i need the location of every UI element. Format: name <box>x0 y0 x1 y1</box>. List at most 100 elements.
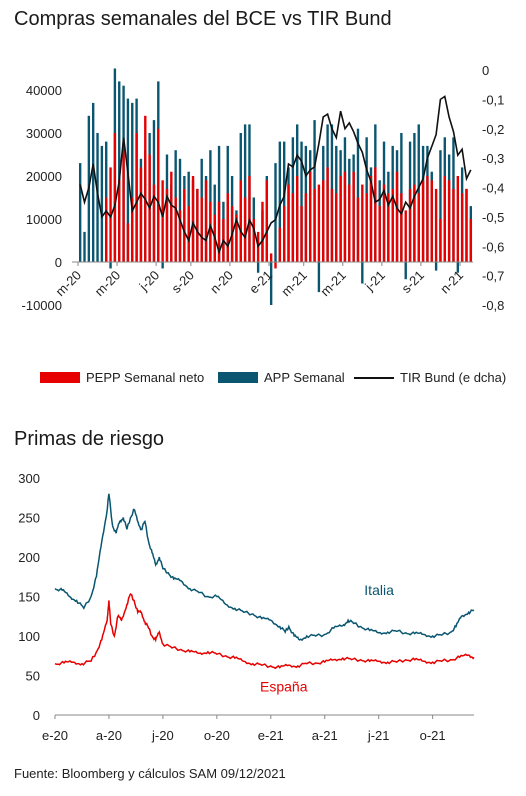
pepp-bar <box>217 201 221 262</box>
app-bar <box>109 262 112 269</box>
pepp-bar <box>239 180 242 262</box>
y-right-tick: -0,2 <box>482 122 504 137</box>
pepp-bar <box>326 167 329 262</box>
pepp-bar <box>426 176 429 262</box>
pepp-bar <box>452 188 455 262</box>
y-tick-2: 100 <box>18 629 40 644</box>
pepp-bar <box>430 180 433 262</box>
pepp-bar <box>447 180 451 262</box>
pepp-bar <box>417 193 420 262</box>
ecb-purchases-chart: 40000 30000 20000 10000 0 -10000 0 -0,1 -0,2 -0,3… <box>22 63 505 313</box>
pepp-bar <box>304 193 308 262</box>
y-tick-2: 50 <box>26 669 40 684</box>
pepp-bar <box>287 184 290 262</box>
pepp-bar <box>456 176 460 262</box>
app-bar <box>434 262 438 271</box>
pepp-bar <box>391 188 394 262</box>
pepp-bar <box>183 188 186 262</box>
pepp-bar <box>387 193 390 262</box>
bund-line <box>79 95 472 255</box>
pepp-bar <box>460 193 464 262</box>
pepp-bar <box>382 184 386 262</box>
pepp-bar <box>339 176 342 262</box>
pepp-bar <box>126 223 130 262</box>
pepp-bar <box>118 180 121 262</box>
y-left-tick: 10000 <box>26 212 62 227</box>
y-left-tick: -10000 <box>22 298 62 313</box>
y-tick-2: 150 <box>18 590 40 605</box>
app-bar <box>78 163 82 262</box>
pepp-bar <box>252 219 255 262</box>
pepp-bar <box>282 206 286 262</box>
pepp-bar <box>135 133 138 262</box>
pepp-bar <box>469 219 473 262</box>
legend-pepp: PEPP Semanal neto <box>40 370 204 385</box>
y-right-tick: -0,3 <box>482 151 504 166</box>
axes-layer-2: 300 250 200 150 100 50 0e-20 a-20 j-20 o-20 e-21 a-… <box>18 471 474 743</box>
pepp-bar <box>226 193 229 262</box>
x-tick-label-2: e-21 <box>258 728 284 743</box>
y-right-tick: -0,5 <box>482 210 504 225</box>
x-tick-label: m-20 <box>53 268 85 300</box>
app-bar <box>456 262 460 273</box>
pepp-bar <box>157 128 160 262</box>
pepp-bar <box>361 184 364 262</box>
legend-app: APP Semanal <box>218 370 345 385</box>
pepp-bar <box>200 197 203 262</box>
pepp-bar <box>235 214 238 262</box>
pepp-bar <box>369 176 373 262</box>
y-right-tick: -0,4 <box>482 181 504 196</box>
pepp-bar <box>356 197 360 262</box>
pepp-bar <box>139 167 143 262</box>
app-bar <box>91 102 95 263</box>
legend-app-label: APP Semanal <box>264 370 345 385</box>
legend-bund: TIR Bund (e dcha) <box>354 370 506 385</box>
y-tick-2: 250 <box>18 511 40 526</box>
pepp-bar <box>261 201 264 262</box>
pepp-bar <box>113 133 117 262</box>
pepp-bar <box>209 201 212 262</box>
app-bar <box>256 262 260 273</box>
y-right-tick: -0,8 <box>482 298 504 313</box>
pepp-bar <box>434 188 438 262</box>
chart2-title: Primas de riesgo <box>14 428 165 450</box>
pepp-bar <box>413 184 416 262</box>
app-bar <box>83 231 86 262</box>
pepp-bar <box>204 180 208 262</box>
app-bar <box>126 98 130 262</box>
y-right-tick: -0,1 <box>482 92 504 107</box>
pepp-bar <box>408 188 412 262</box>
pepp-bar <box>313 188 316 262</box>
app-bar <box>274 163 277 262</box>
espana-annotation: España <box>260 678 308 694</box>
app-bar <box>100 145 104 262</box>
bund-swatch <box>354 376 394 379</box>
x-tick-label-2: e-20 <box>42 728 68 743</box>
x-tick-label: s-20 <box>168 268 196 296</box>
x-tick-label: j-21 <box>361 268 388 295</box>
x-tick-label: n-20 <box>207 268 236 297</box>
x-tick-label: j-20 <box>136 268 163 295</box>
y-left-tick: 40000 <box>26 83 62 98</box>
x-tick-label-2: a-20 <box>96 728 122 743</box>
pepp-bar <box>309 171 312 262</box>
pepp-bar <box>465 188 468 262</box>
pepp-bar <box>322 180 325 262</box>
pepp-bar <box>131 197 134 262</box>
espana-line <box>54 593 475 670</box>
pepp-bar <box>265 180 269 262</box>
y-left-tick: 30000 <box>26 126 62 141</box>
chart1-title: Compras semanales del BCE vs TIR Bund <box>14 8 392 30</box>
x-tick-label-2: o-20 <box>204 728 230 743</box>
pepp-bar <box>105 197 108 262</box>
pepp-bar <box>170 171 173 262</box>
pepp-bar <box>161 180 164 262</box>
app-swatch <box>218 372 258 383</box>
x-tick-label: m-21 <box>317 268 349 300</box>
pepp-bar <box>421 180 425 262</box>
y-tick-2: 300 <box>18 471 40 486</box>
italia-annotation: Italia <box>364 582 394 598</box>
app-bar <box>161 262 164 269</box>
pepp-bar <box>165 188 169 262</box>
pepp-bar <box>374 167 377 262</box>
